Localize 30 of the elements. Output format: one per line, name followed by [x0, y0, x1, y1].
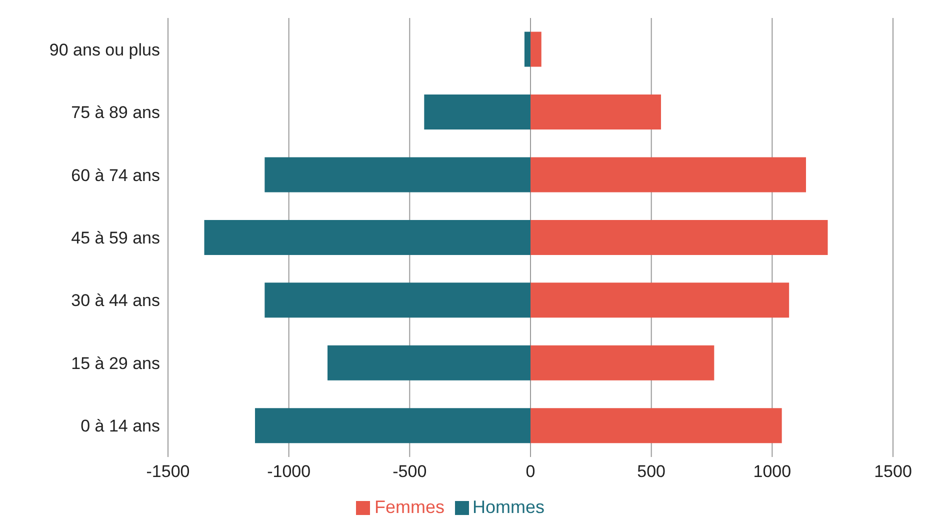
- bar: [255, 408, 530, 444]
- bar: [204, 220, 530, 255]
- y-tick-label: 90 ans ou plus: [49, 40, 160, 60]
- x-tick-label: 500: [637, 462, 666, 482]
- bar: [530, 220, 828, 255]
- bar: [424, 94, 530, 130]
- bar: [530, 345, 714, 380]
- bar: [328, 345, 530, 380]
- y-tick-label: 45 à 59 ans: [71, 228, 160, 248]
- y-tick-label: 0 à 14 ans: [80, 416, 160, 436]
- x-tick-label: -1000: [267, 462, 311, 482]
- bar: [530, 282, 790, 318]
- legend-label: Hommes: [472, 497, 545, 517]
- y-tick-label: 75 à 89 ans: [71, 103, 160, 122]
- y-tick-label: 60 à 74 ans: [71, 166, 160, 185]
- bar: [530, 94, 661, 130]
- x-tick-label: 1000: [753, 462, 792, 482]
- bar: [530, 157, 806, 192]
- bar: [530, 32, 542, 67]
- y-tick-label: 30 à 44 ans: [71, 291, 160, 310]
- y-tick-label: 15 à 29 ans: [71, 354, 160, 373]
- bar: [530, 408, 782, 444]
- bar: [524, 32, 530, 67]
- x-tick-label: -500: [392, 462, 427, 482]
- x-tick-label: 0: [526, 462, 536, 482]
- x-tick-label: -1500: [146, 462, 190, 482]
- bar: [264, 157, 530, 192]
- legend-label: Femmes: [374, 497, 444, 517]
- bar: [264, 282, 530, 318]
- x-tick-label: 1500: [874, 462, 912, 482]
